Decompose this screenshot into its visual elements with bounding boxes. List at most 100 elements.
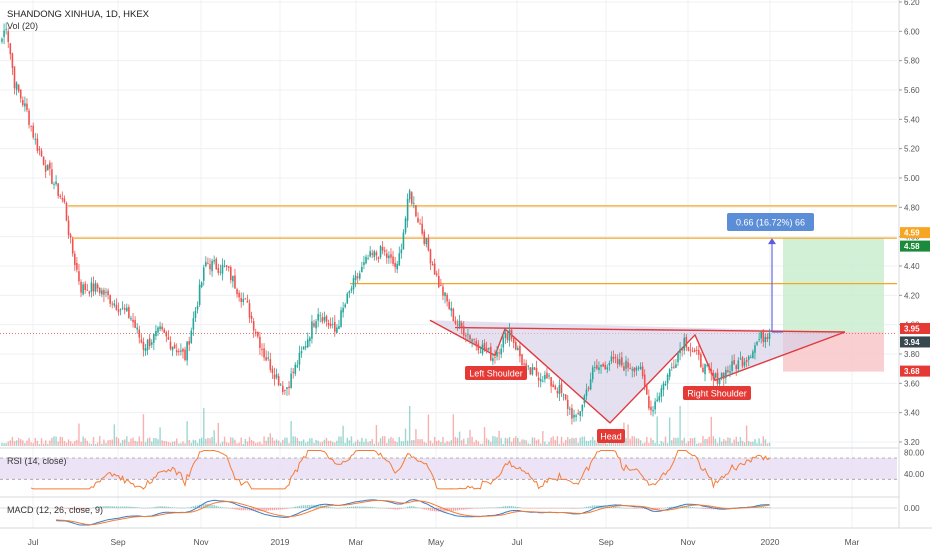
macd-histogram-bar	[277, 508, 280, 510]
macd-histogram-bar	[510, 506, 513, 508]
candle-body	[596, 365, 598, 369]
macd-histogram-bar	[625, 507, 627, 509]
volume-bar	[221, 441, 224, 446]
macd-histogram-bar	[327, 506, 330, 508]
candle-body	[612, 357, 615, 360]
volume-bar	[167, 442, 170, 446]
candle-body	[338, 326, 340, 329]
macd-histogram-bar	[577, 508, 579, 509]
chart-title: SHANDONG XINHUA, 1D, HKEX	[7, 9, 150, 20]
macd-histogram-bar	[377, 507, 380, 509]
candle-body	[207, 263, 209, 265]
candle-body	[689, 349, 692, 351]
volume-bar	[329, 440, 332, 446]
candle-body	[215, 258, 218, 270]
macd-histogram-bar	[194, 505, 197, 508]
volume-bar	[165, 441, 168, 446]
macd-histogram-bar	[361, 506, 363, 508]
candle-body	[427, 237, 430, 251]
macd-histogram-bar	[710, 508, 712, 510]
volume-bar	[65, 442, 68, 446]
macd-histogram-bar	[238, 508, 240, 511]
volume-bar	[171, 441, 174, 446]
volume-bar	[558, 443, 561, 446]
volume-bar	[105, 443, 107, 446]
price-tick-label-1: 6.00	[904, 27, 920, 36]
candle-body	[161, 326, 163, 330]
candle-body	[562, 394, 565, 396]
candle-body	[750, 356, 752, 358]
candle-body	[381, 246, 384, 251]
candle-body	[59, 195, 62, 198]
macd-histogram-bar	[99, 506, 101, 508]
candle-body	[504, 332, 507, 339]
macd-histogram-bar	[415, 506, 417, 508]
candle-body	[641, 366, 644, 377]
candle-body	[698, 349, 700, 355]
volume-bar	[768, 442, 771, 446]
candle-body	[350, 288, 353, 291]
candle-body	[5, 29, 7, 30]
volume-bar	[130, 438, 132, 446]
volume-bar	[317, 440, 319, 446]
head-label: Head	[600, 432, 622, 442]
macd-histogram-bar	[300, 505, 303, 508]
candle-body	[211, 260, 213, 272]
candle-body	[646, 385, 648, 395]
volume-bar	[151, 441, 153, 446]
macd-histogram-bar	[490, 507, 492, 509]
macd-histogram-bar	[500, 506, 502, 508]
candle-body	[302, 346, 305, 350]
volume-bar	[359, 441, 361, 446]
candle-body	[639, 366, 642, 369]
candle-body	[585, 389, 588, 396]
volume-bar	[710, 416, 712, 446]
volume-bar	[275, 439, 278, 446]
volume-bar	[564, 439, 567, 446]
candle-body	[317, 314, 319, 321]
volume-bar	[223, 436, 226, 446]
volume-bar	[169, 442, 172, 446]
candle-body	[695, 349, 698, 351]
candle-body	[363, 262, 365, 265]
volume-bar	[200, 437, 203, 446]
candle-body	[519, 345, 521, 357]
volume-bar	[668, 417, 671, 446]
volume-bar	[585, 440, 588, 446]
volume-bar	[523, 439, 525, 446]
macd-histogram-bar	[421, 508, 423, 509]
rsi-tick-label-1: 40.00	[904, 470, 925, 479]
volume-bar	[581, 436, 584, 446]
macd-histogram-bar	[82, 508, 84, 510]
macd-histogram-bar	[637, 508, 640, 509]
macd-histogram-bar	[519, 507, 521, 508]
volume-bar	[415, 429, 417, 446]
macd-histogram-bar	[309, 505, 311, 508]
price-tick-label-5: 5.20	[904, 145, 920, 154]
candle-body	[512, 338, 515, 343]
price-axis-background	[899, 0, 932, 550]
candle-body	[494, 356, 496, 358]
macd-histogram-bar	[242, 508, 244, 511]
macd-histogram-bar	[483, 507, 486, 509]
macd-histogram-bar	[573, 508, 575, 509]
volume-bar	[344, 443, 346, 446]
candle-body	[26, 103, 28, 110]
volume-bar	[348, 440, 351, 446]
macd-histogram-bar	[359, 506, 361, 508]
volume-bar	[32, 443, 34, 446]
candle-body	[587, 387, 590, 390]
candle-body	[171, 346, 174, 351]
candle-body	[546, 372, 548, 379]
candle-body	[444, 292, 446, 297]
candle-body	[735, 365, 738, 369]
macd-histogram-bar	[230, 508, 232, 509]
candle-body	[63, 198, 66, 203]
macd-histogram-bar	[138, 507, 140, 508]
candle-body	[754, 345, 756, 353]
candle-body	[435, 273, 438, 275]
macd-histogram-bar	[619, 507, 621, 508]
candle-body	[573, 414, 575, 418]
macd-histogram-bar	[689, 506, 692, 508]
